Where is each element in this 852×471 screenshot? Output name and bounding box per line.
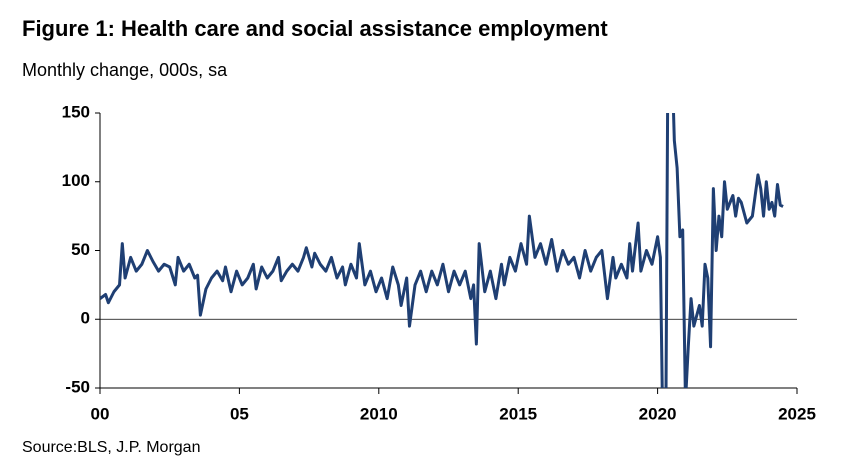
y-tick-label: 50 [71,240,90,259]
chart-subtitle: Monthly change, 000s, sa [22,60,228,80]
x-tick-label: 2020 [639,404,677,423]
x-tick-label: 00 [91,404,110,423]
x-tick-label: 05 [230,404,249,423]
chart-title: Figure 1: Health care and social assista… [22,16,608,41]
y-tick-label: 0 [81,309,90,328]
data-line [100,113,784,388]
x-tick-label: 2010 [360,404,398,423]
x-tick-label: 2025 [778,404,816,423]
x-tick-label: 2015 [499,404,537,423]
y-tick-label: 100 [62,171,90,190]
source-note: Source:BLS, J.P. Morgan [22,439,200,456]
y-tick-label: -50 [65,377,90,396]
y-tick-label: 150 [62,102,90,121]
